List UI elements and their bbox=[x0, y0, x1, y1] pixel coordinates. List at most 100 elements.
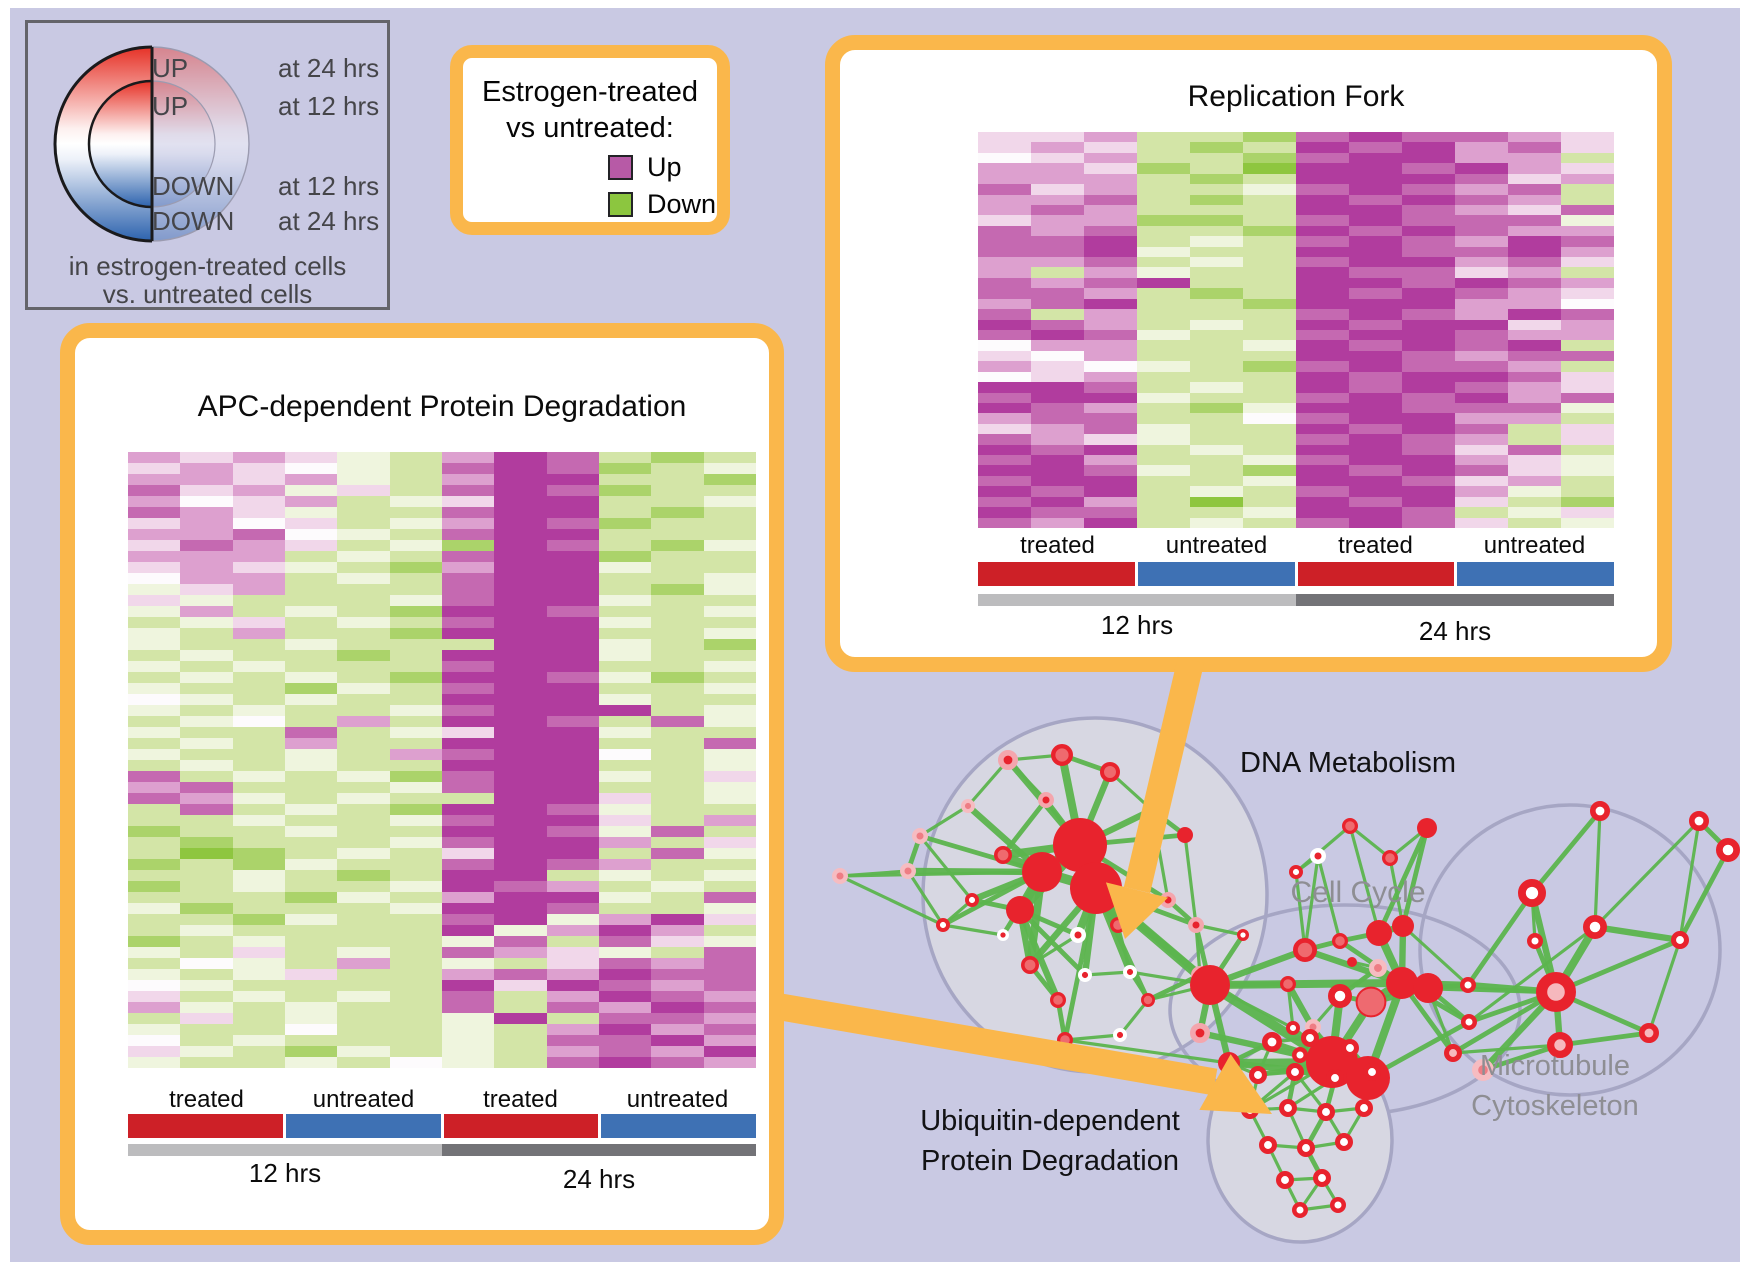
heatmap-cell bbox=[1349, 309, 1402, 320]
heatmap-cell bbox=[1084, 194, 1137, 205]
heatmap-cell bbox=[1243, 152, 1296, 164]
heatmap-cell bbox=[651, 694, 704, 705]
heatmap-cell bbox=[1031, 246, 1084, 258]
heatmap-cell bbox=[180, 485, 233, 496]
heatmap-cell bbox=[978, 486, 1031, 497]
heatmap-cell bbox=[441, 859, 495, 870]
heatmap-cell bbox=[232, 573, 285, 584]
heatmap-cell bbox=[494, 925, 547, 936]
heatmap-cell bbox=[232, 584, 285, 595]
heatmap-cell bbox=[546, 903, 599, 914]
heatmap-cell bbox=[1031, 204, 1084, 216]
heatmap-cell bbox=[1561, 475, 1614, 487]
heatmap-cell bbox=[1402, 496, 1455, 508]
heatmap-cell bbox=[651, 573, 704, 584]
heatmap-cell bbox=[389, 804, 442, 815]
heatmap-cell bbox=[598, 958, 652, 969]
group-label: untreated bbox=[626, 1086, 729, 1113]
heatmap-cell bbox=[651, 771, 704, 782]
heatmap-cell bbox=[546, 672, 599, 683]
heatmap-cell bbox=[1349, 288, 1402, 299]
heatmap-cell bbox=[1455, 246, 1508, 258]
heatmap-cell bbox=[1561, 267, 1614, 278]
heatmap-cell bbox=[128, 727, 181, 738]
heatmap-cell bbox=[546, 892, 599, 903]
heatmap-cell bbox=[389, 529, 442, 540]
heatmap-cell bbox=[1349, 236, 1402, 247]
heatmap-cell bbox=[1402, 423, 1455, 435]
heatmap-cell bbox=[128, 683, 181, 694]
heatmap-cell bbox=[598, 452, 652, 463]
heatmap-cell bbox=[1084, 434, 1137, 445]
heatmap-cell bbox=[1137, 392, 1190, 403]
heatmap-cell bbox=[546, 1024, 599, 1035]
heatmap-cell bbox=[1508, 340, 1561, 351]
heatmap-cell bbox=[598, 826, 652, 837]
heatmap-cell bbox=[546, 551, 599, 562]
legend-up-12-time: at 12 hrs bbox=[278, 91, 380, 121]
heatmap-cell bbox=[1561, 382, 1614, 393]
heatmap-cell bbox=[1190, 465, 1243, 476]
heatmap-cell bbox=[598, 1002, 652, 1013]
heatmap-cell bbox=[1137, 455, 1190, 466]
heatmap-cell bbox=[598, 507, 652, 518]
heatmap-cell bbox=[337, 1035, 390, 1046]
heatmap-cell bbox=[703, 540, 756, 551]
heatmap-cell bbox=[389, 749, 442, 760]
group-label: untreated bbox=[1165, 532, 1268, 559]
heatmap-cell bbox=[337, 727, 390, 738]
heatmap-cell bbox=[389, 650, 442, 661]
heatmap-cell bbox=[128, 606, 181, 617]
heatmap-cell bbox=[598, 496, 652, 507]
heatmap-cell bbox=[232, 760, 285, 771]
heatmap-cell bbox=[1455, 184, 1508, 195]
heatmap-cell bbox=[1190, 225, 1243, 237]
heatmap-cell bbox=[703, 463, 756, 474]
heatmap-cell bbox=[651, 551, 704, 562]
heatmap-cell bbox=[1243, 132, 1296, 143]
heatmap-cell bbox=[1508, 465, 1561, 476]
heatmap-cell bbox=[337, 639, 390, 650]
heatmap-cell bbox=[1296, 163, 1349, 174]
down-label: Down bbox=[647, 189, 717, 219]
heatmap-cell bbox=[1031, 517, 1084, 528]
heatmap-cell bbox=[1508, 517, 1561, 528]
time-label: 24 hrs bbox=[1418, 616, 1492, 646]
heatmap-cell bbox=[389, 826, 442, 837]
heatmap-cell bbox=[1031, 215, 1084, 226]
heatmap-cell bbox=[1084, 350, 1137, 362]
heatmap-cell bbox=[441, 474, 495, 485]
heatmap-cell bbox=[1084, 142, 1137, 153]
heatmap-cell bbox=[1190, 350, 1243, 362]
heatmap-cell bbox=[1349, 507, 1402, 518]
heatmap-cell bbox=[180, 705, 233, 716]
heatmap-cell bbox=[1137, 257, 1190, 268]
heatmap-cell bbox=[389, 562, 442, 573]
heatmap-cell bbox=[1455, 236, 1508, 247]
heatmap-cell bbox=[1349, 496, 1402, 508]
heatmap-cell bbox=[1296, 142, 1349, 153]
heatmap-cell bbox=[284, 782, 338, 793]
heatmap-cell bbox=[703, 518, 756, 529]
heatmap-cell bbox=[1084, 465, 1137, 476]
legend-down-12-label: DOWN bbox=[152, 171, 235, 201]
heatmap-cell bbox=[1455, 215, 1508, 226]
heatmap-cell bbox=[232, 463, 285, 474]
heatmap-cell bbox=[1508, 173, 1561, 185]
heatmap-cell bbox=[284, 727, 338, 738]
heatmap-cell bbox=[651, 672, 704, 683]
heatmap-cell bbox=[598, 661, 652, 672]
heatmap-cell bbox=[1455, 152, 1508, 164]
heatmap-cell bbox=[284, 793, 338, 804]
heatmap-cell bbox=[337, 815, 390, 826]
heatmap-cell bbox=[1561, 496, 1614, 508]
heatmap-cell bbox=[1296, 152, 1349, 164]
heatmap-cell bbox=[703, 705, 756, 716]
heatmap-cell bbox=[128, 947, 181, 958]
heatmap-cell bbox=[1084, 475, 1137, 487]
heatmap-cell bbox=[546, 782, 599, 793]
heatmap-cell bbox=[1402, 184, 1455, 195]
heatmap-cell bbox=[284, 496, 338, 507]
heatmap-cell bbox=[180, 562, 233, 573]
heatmap-cell bbox=[978, 382, 1031, 393]
